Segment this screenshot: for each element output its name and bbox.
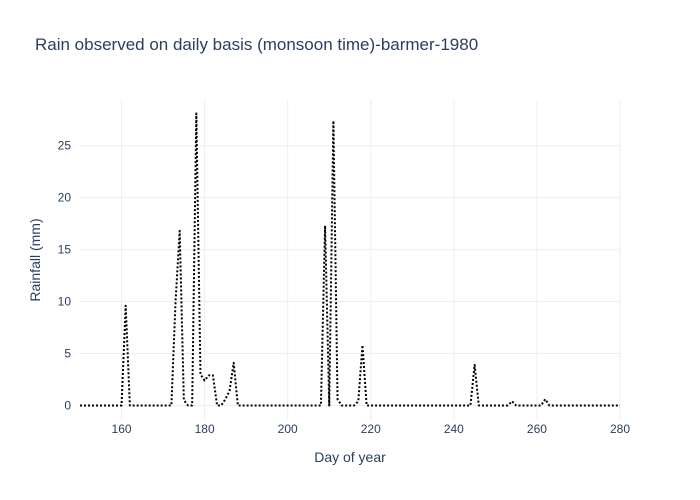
- x-tick-label: 180: [195, 422, 215, 436]
- y-gridlines: [80, 145, 620, 406]
- x-tick-label: 280: [610, 422, 630, 436]
- x-tick-label: 240: [444, 422, 464, 436]
- y-tick-label: 5: [64, 347, 71, 361]
- chart-title: Rain observed on daily basis (monsoon ti…: [35, 35, 478, 54]
- y-tick-label: 25: [58, 139, 72, 153]
- x-tick-label: 160: [112, 422, 132, 436]
- y-tick-label: 10: [58, 295, 72, 309]
- rainfall-series-line: [80, 112, 620, 407]
- y-axis-label: Rainfall (mm): [27, 218, 43, 301]
- y-tick-labels: 0 5 10 15 20 25: [58, 139, 72, 413]
- y-tick-label: 20: [58, 191, 72, 205]
- x-tick-label: 260: [527, 422, 547, 436]
- y-tick-label: 0: [64, 398, 71, 412]
- series-group: [80, 112, 620, 407]
- x-tick-label: 220: [361, 422, 381, 436]
- x-tick-label: 200: [278, 422, 298, 436]
- y-tick-label: 15: [58, 243, 72, 257]
- x-tick-labels: 160 180 200 220 240 260 280: [112, 422, 631, 436]
- x-axis-label: Day of year: [314, 449, 386, 465]
- x-gridlines: [121, 100, 621, 420]
